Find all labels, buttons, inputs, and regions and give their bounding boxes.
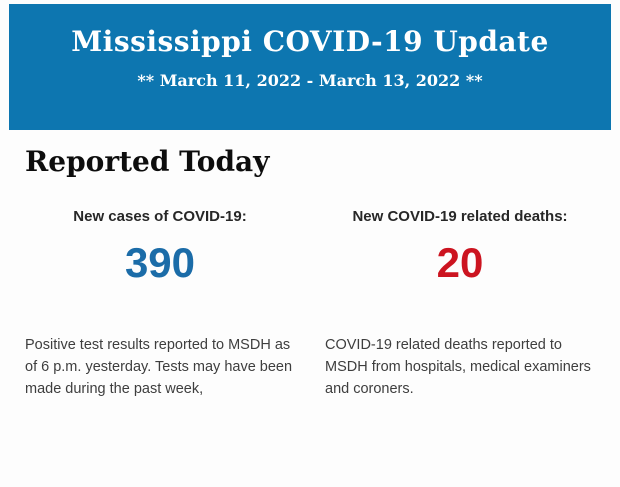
new-cases-label: New cases of COVID-19: xyxy=(73,208,247,225)
new-deaths-description: COVID-19 related deaths reported to MSDH… xyxy=(325,337,591,397)
stats-grid: New cases of COVID-19: 390 Positive test… xyxy=(25,208,595,400)
covid-update-page: Mississippi COVID-19 Update ** March 11,… xyxy=(0,4,620,487)
new-deaths-label: New COVID-19 related deaths: xyxy=(352,208,568,225)
new-deaths-column: New COVID-19 related deaths: 20 COVID-19… xyxy=(325,208,595,400)
new-deaths-value: 20 xyxy=(436,239,484,286)
section-heading: Reported Today xyxy=(25,145,270,178)
report-section: Reported Today New cases of COVID-19: 39… xyxy=(0,145,620,400)
new-cases-column: New cases of COVID-19: 390 Positive test… xyxy=(25,208,295,400)
new-cases-value: 390 xyxy=(124,239,196,286)
date-range: ** March 11, 2022 - March 13, 2022 ** xyxy=(137,71,483,90)
header-banner: Mississippi COVID-19 Update ** March 11,… xyxy=(9,4,611,130)
page-title: Mississippi COVID-19 Update xyxy=(71,25,549,58)
new-cases-description: Positive test results reported to MSDH a… xyxy=(25,337,293,397)
